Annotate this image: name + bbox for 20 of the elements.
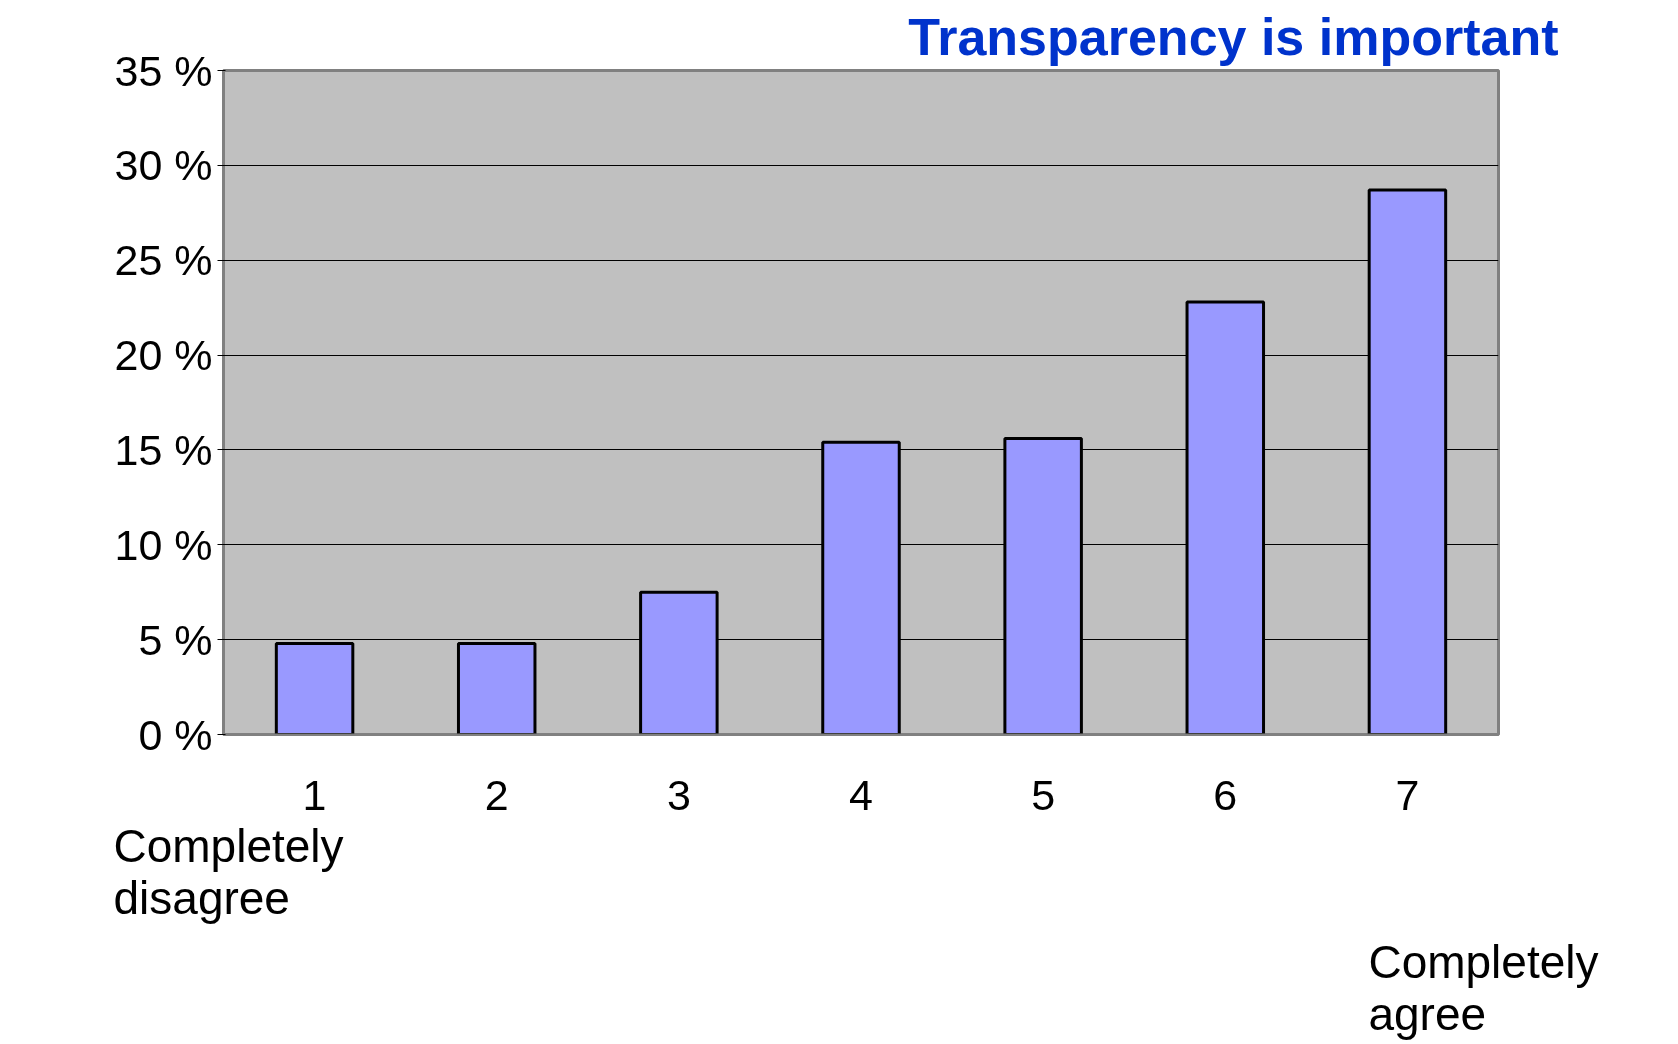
x-tick-label: 4 — [849, 770, 873, 819]
y-tick-label: 10 % — [114, 520, 213, 569]
x-tick-label: 5 — [1031, 770, 1056, 819]
x-tick-label: 7 — [1395, 770, 1420, 819]
y-tick-label: 15 % — [114, 425, 213, 474]
y-tick-label: 5 % — [138, 615, 213, 664]
x-tick-label: 1 — [302, 770, 327, 819]
y-tick-label: 35 % — [114, 46, 213, 95]
x-tick-label: 2 — [484, 770, 509, 819]
x-tick-label: 3 — [666, 770, 691, 819]
text: Completely agree — [1368, 935, 1599, 1040]
bar — [456, 641, 537, 735]
x-tick-label: 6 — [1213, 770, 1238, 819]
text: Completely disagree — [113, 819, 344, 924]
y-tick-label: 25 % — [114, 236, 213, 285]
bar — [274, 641, 355, 735]
y-tick-label: 0 % — [138, 710, 213, 759]
y-tick-label: 30 % — [114, 141, 213, 190]
y-tick-label: 20 % — [114, 331, 213, 380]
chart-title: Transparency is important — [908, 7, 1559, 66]
